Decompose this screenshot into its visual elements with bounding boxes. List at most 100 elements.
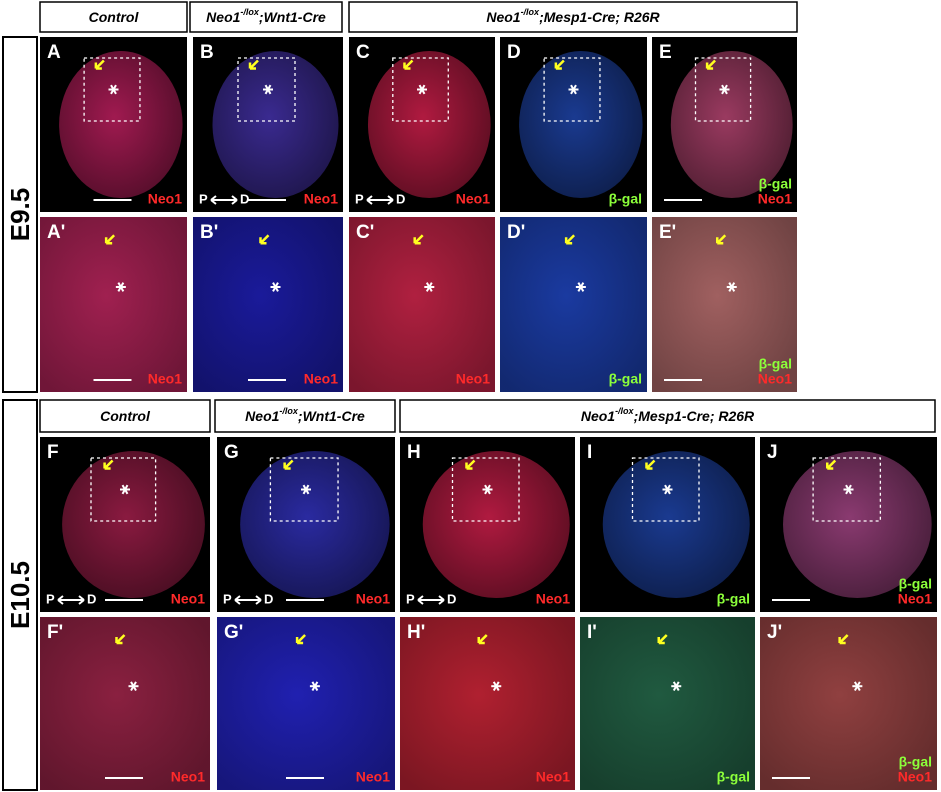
asterisk [264, 84, 272, 95]
tissue [602, 451, 750, 598]
inset-box [83, 57, 141, 122]
tissue [760, 617, 937, 790]
axis-label: D [447, 591, 456, 606]
header-box [39, 399, 211, 433]
stain-label: β-gal [717, 591, 750, 607]
axis-label: D [87, 591, 96, 606]
header-text: Neo1-/lox;Mesp1-Cre; R26R [486, 7, 660, 24]
asterisk [418, 84, 426, 95]
header-part: Neo1 [581, 408, 615, 424]
panel-letter: D [507, 42, 521, 63]
panel-letter: A' [47, 222, 65, 243]
header-sup: -/lox [279, 406, 298, 416]
arrow [838, 634, 849, 645]
header-part: Control [100, 408, 151, 424]
header-text: Neo1-/lox;Wnt1-Cre [206, 7, 326, 24]
arrow [716, 234, 727, 245]
asterisk [130, 681, 137, 692]
header-text: Neo1-/lox;Wnt1-Cre [245, 406, 365, 423]
asterisk [728, 282, 736, 292]
tissue [519, 51, 643, 198]
tissue [500, 217, 647, 392]
asterisk [664, 484, 671, 495]
header-sup: -/lox [615, 406, 634, 416]
arrow [104, 234, 116, 245]
tissue [212, 51, 339, 198]
header-sup: -/lox [240, 7, 259, 17]
asterisk [577, 282, 585, 292]
header-box [348, 1, 798, 33]
arrow [248, 59, 259, 70]
asterisk [302, 484, 310, 495]
arrow [657, 634, 668, 645]
tissue [349, 217, 495, 392]
header-sup: -/lox [521, 7, 540, 17]
panel-letter: I' [587, 622, 597, 643]
stain-label: Neo1 [171, 591, 205, 607]
arrow [705, 59, 716, 70]
arrow [554, 59, 565, 70]
panel-letter: F' [47, 622, 63, 643]
stage-label: E9.5 [5, 188, 35, 242]
panel-letter: B' [200, 222, 218, 243]
stain-label: Neo1 [758, 371, 792, 387]
panel-letter: I [587, 442, 592, 463]
tissue [40, 617, 210, 790]
asterisk [425, 282, 433, 292]
asterisk [570, 84, 577, 95]
asterisk [492, 681, 500, 692]
panel-letter: H [407, 442, 421, 463]
header-text: Neo1-/lox;Mesp1-Cre; R26R [581, 406, 755, 423]
header-box [214, 399, 396, 433]
tissue [62, 451, 205, 598]
tissue [59, 51, 183, 198]
stain-label: Neo1 [148, 191, 182, 207]
arrow [103, 459, 114, 470]
axis-label: P [223, 591, 232, 606]
axis-arrow [417, 595, 445, 605]
header-part: Control [89, 9, 140, 25]
header-part: ;Wnt1-Cre [298, 408, 365, 424]
stain-label: Neo1 [148, 371, 182, 387]
tissue [400, 617, 575, 790]
axis-label: P [199, 191, 208, 206]
axis-label: D [396, 191, 405, 206]
header-part: Neo1 [245, 408, 279, 424]
tissue [670, 51, 793, 198]
panel-letter: J' [767, 622, 782, 643]
stain-label: Neo1 [304, 371, 338, 387]
stain-label: β-gal [759, 176, 792, 192]
inset-box [451, 457, 520, 522]
asterisk [121, 484, 129, 495]
header-box [39, 1, 188, 33]
arrow [465, 459, 476, 470]
axis-label: D [264, 591, 273, 606]
stain-label: β-gal [609, 371, 642, 387]
axis-label: P [46, 591, 55, 606]
panel-letter: J [767, 442, 778, 463]
tissue [193, 217, 343, 392]
inset-box [392, 57, 449, 122]
arrow [477, 634, 488, 645]
panel-letter: G [224, 442, 239, 463]
asterisk [117, 282, 125, 292]
arrow [564, 234, 576, 245]
tissue [217, 617, 395, 790]
inset-box [694, 57, 752, 122]
axis-label: D [240, 191, 249, 206]
panel-letter: C' [356, 222, 374, 243]
header-part: Neo1 [206, 9, 240, 25]
tissue [652, 217, 797, 392]
arrow [283, 459, 294, 470]
stain-label: Neo1 [304, 191, 338, 207]
arrow [259, 234, 270, 245]
tissue [40, 217, 187, 392]
panel-letter: E [659, 42, 672, 63]
panel-letter: B [200, 42, 214, 63]
axis-arrow [57, 595, 85, 605]
stain-label: Neo1 [758, 191, 792, 207]
stain-label: Neo1 [898, 591, 932, 607]
tissue [783, 451, 932, 598]
stain-label: β-gal [759, 356, 792, 372]
